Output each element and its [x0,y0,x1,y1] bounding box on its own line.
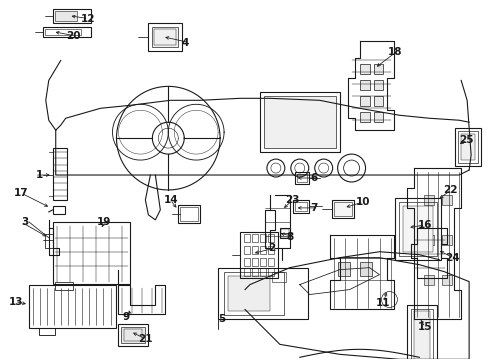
Bar [373,112,384,122]
Bar [268,268,274,276]
Bar [55,282,73,289]
Text: 15: 15 [417,323,432,332]
Bar [280,228,290,238]
Bar [260,258,266,266]
Bar [45,28,81,35]
Bar [268,234,274,242]
Bar [228,276,270,311]
Bar [224,272,284,315]
Text: 10: 10 [356,197,370,207]
Text: 11: 11 [375,297,390,307]
Bar [53,206,65,214]
Bar [360,80,369,90]
Text: 18: 18 [388,48,402,58]
Bar [360,262,371,276]
Bar [412,309,433,360]
Bar [252,234,258,242]
Text: 4: 4 [181,37,189,48]
Bar [268,246,274,254]
Bar [373,64,384,75]
Bar [424,235,434,245]
Bar [297,174,307,182]
Bar [442,195,452,205]
Bar [360,112,369,122]
Text: 1: 1 [36,170,43,180]
Bar [293,200,309,213]
Text: 8: 8 [287,232,294,242]
Text: 21: 21 [138,334,153,345]
Bar [373,80,384,90]
Bar [244,268,250,276]
Bar [43,27,91,37]
Bar [240,232,278,278]
Text: 12: 12 [81,14,95,24]
Bar [218,268,308,319]
Bar [403,206,433,252]
Bar [55,11,76,21]
Bar [264,96,336,148]
Text: 5: 5 [218,314,225,324]
Bar [260,246,266,254]
Text: 9: 9 [122,312,129,323]
Text: 6: 6 [311,173,318,183]
Bar [407,305,437,360]
Bar [252,258,258,266]
Bar [415,311,430,360]
Bar [461,134,475,160]
Bar [148,23,182,50]
Text: 14: 14 [164,195,178,205]
Bar [360,96,369,106]
Text: 3: 3 [22,217,29,227]
Bar [272,272,286,282]
Bar [244,246,250,254]
Bar [424,195,434,205]
Bar [295,172,309,184]
Text: 20: 20 [66,31,80,41]
Bar [53,9,91,23]
Text: 23: 23 [285,195,299,205]
Text: 7: 7 [311,203,318,213]
Bar [124,329,143,341]
Text: 25: 25 [459,135,474,145]
Bar [281,229,289,237]
Bar [39,328,55,336]
Bar [260,268,266,276]
Bar [180,207,198,221]
Bar [373,96,384,106]
Bar [332,200,354,218]
Bar [53,222,130,284]
Bar [334,202,352,216]
Bar [178,205,200,223]
Bar [53,148,67,200]
Bar [268,258,274,266]
Bar [455,128,481,166]
Bar [154,28,176,45]
Bar [119,324,148,346]
Bar [395,198,441,260]
Text: 16: 16 [417,220,432,230]
Bar [122,328,146,343]
Text: 17: 17 [14,188,29,198]
Bar [244,258,250,266]
Bar [252,246,258,254]
Text: 19: 19 [97,217,111,227]
Bar [252,268,258,276]
Bar [260,234,266,242]
Bar [442,275,452,285]
Bar [29,285,117,328]
Bar [424,275,434,285]
Bar [338,262,349,276]
Bar [442,235,452,245]
Bar [399,202,437,256]
Bar [295,202,307,211]
Text: 22: 22 [443,185,458,195]
Bar [152,27,178,46]
Bar [360,64,369,75]
Text: 24: 24 [445,253,460,263]
Bar [244,234,250,242]
Bar [260,92,340,152]
Text: 2: 2 [268,243,275,253]
Bar [458,131,478,163]
Text: 13: 13 [8,297,23,306]
